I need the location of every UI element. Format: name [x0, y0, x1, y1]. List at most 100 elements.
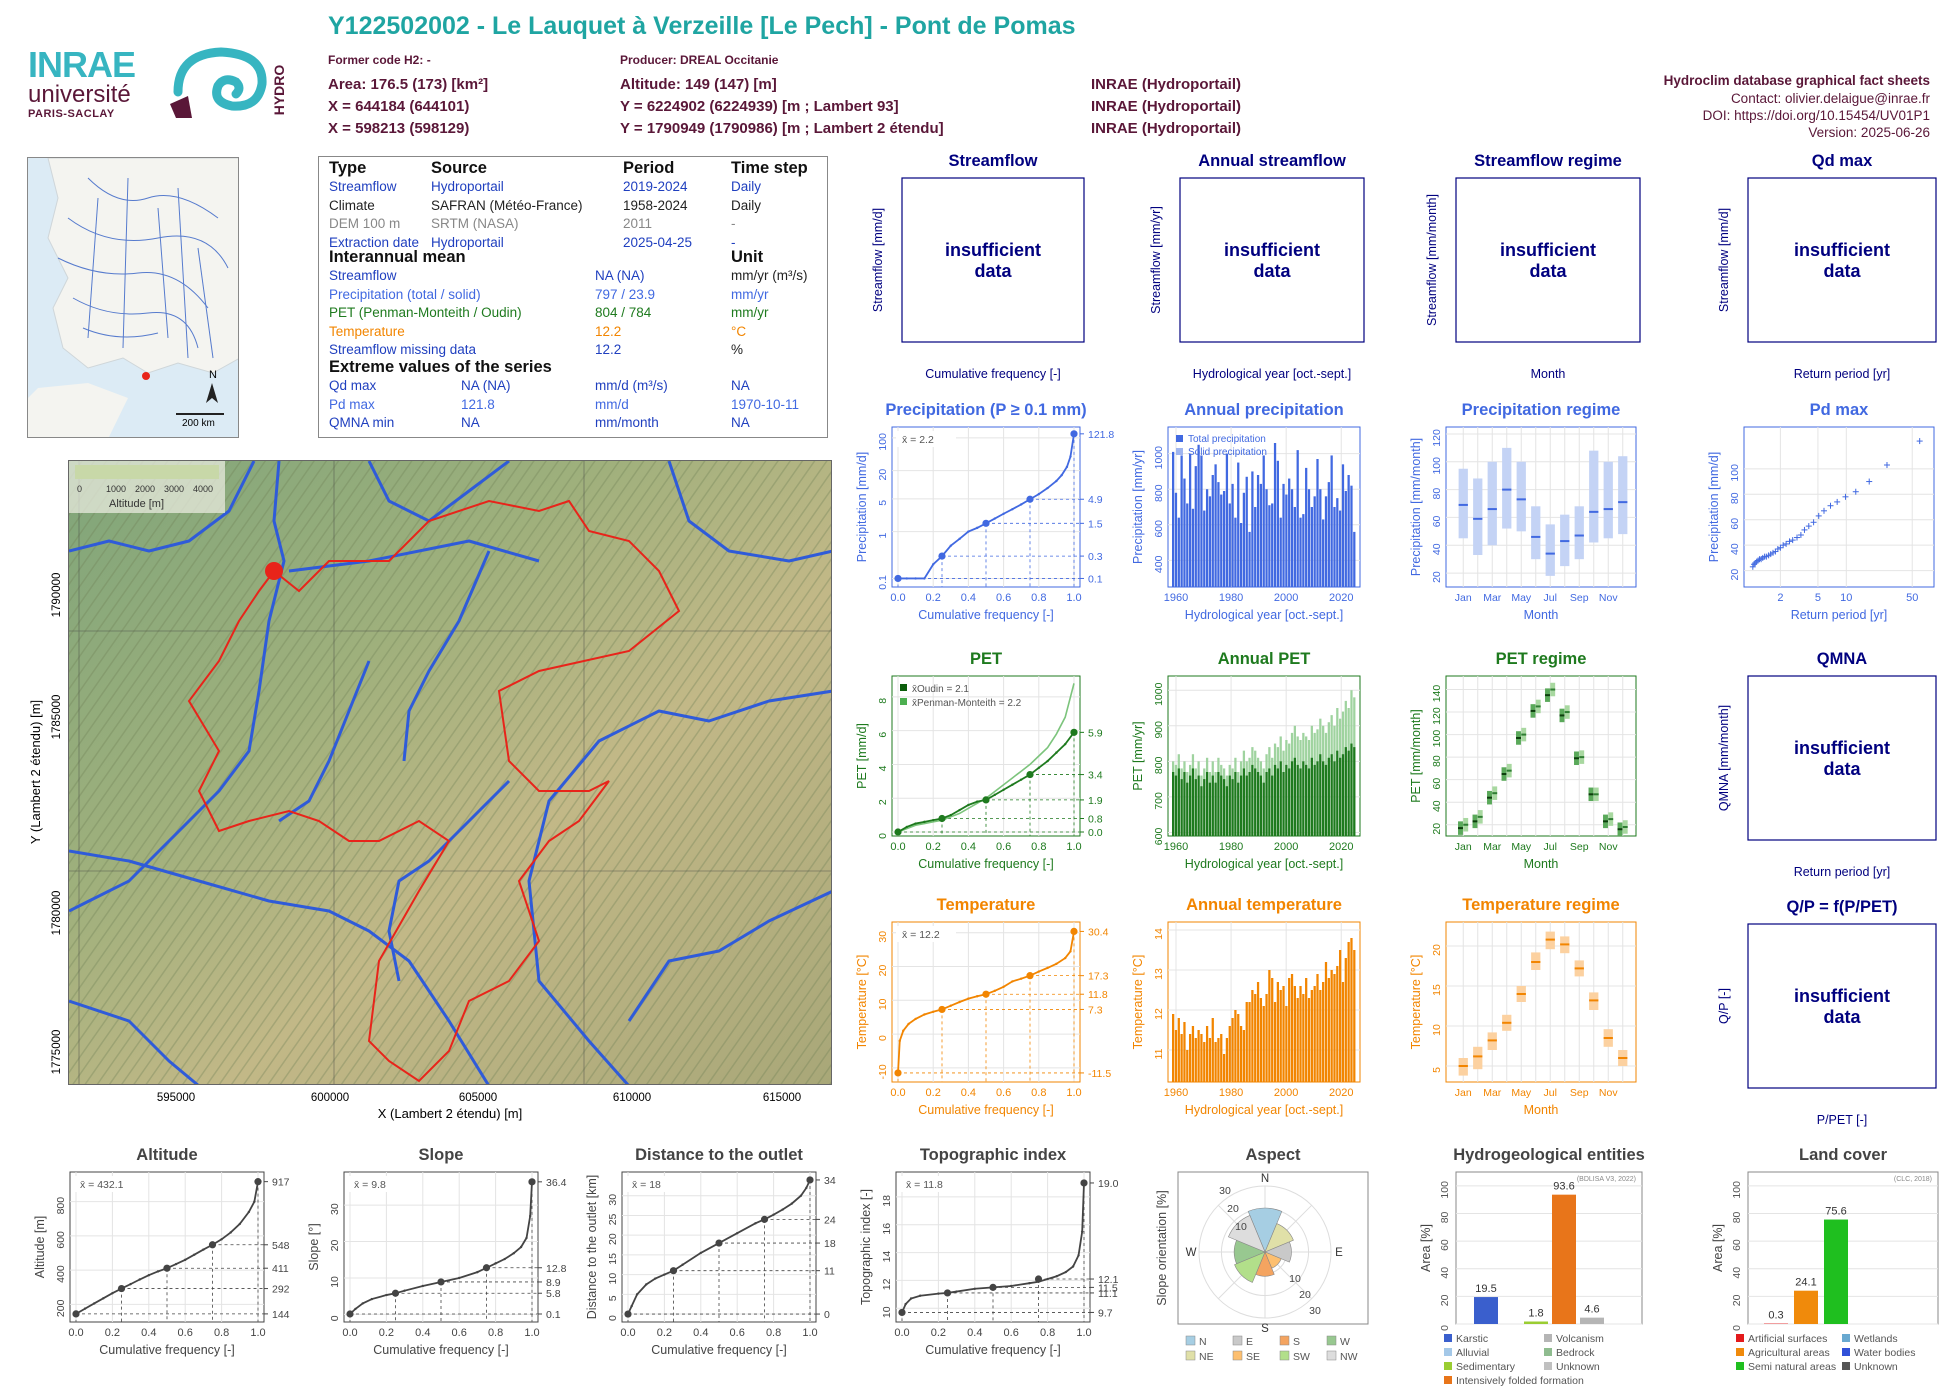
bar [1234, 517, 1237, 587]
info-row-source: SRTM (NASA) [431, 216, 519, 231]
info-row-timestep: Daily [731, 179, 762, 194]
chart-xlabel: Month [1531, 367, 1566, 381]
x-tick-label: 1.0 [1066, 1087, 1081, 1099]
cdf-point [805, 1186, 808, 1190]
quantile-marker [938, 552, 946, 560]
y-tick-label: 8 [877, 698, 889, 704]
hydro-logo: HYDRO [166, 44, 292, 122]
x-tick-label: 1960 [1164, 1087, 1188, 1099]
bar [1353, 747, 1356, 836]
quantile-marker [208, 1241, 217, 1249]
y-tick-label: 10 [877, 998, 889, 1010]
cdf-point [354, 1307, 357, 1311]
x-tick-label: Sep [1570, 592, 1589, 604]
y-lambert93: Y = 6224902 (6224939) [m ; Lambert 93] [620, 98, 899, 115]
x-tick-label: Jul [1544, 841, 1557, 853]
cdf-line [897, 931, 1075, 1073]
cdf-point [967, 803, 970, 807]
quantile-marker [1026, 495, 1034, 503]
right-tick-label: 121.8 [1088, 429, 1114, 441]
y-tick-label: 10 [607, 1273, 619, 1285]
info-source-header: Source [431, 159, 487, 177]
mean-row-unit: mm/yr (m³/s) [731, 268, 808, 283]
cdf-point [1064, 742, 1067, 746]
cdf-point [958, 808, 961, 812]
bar [1203, 1042, 1206, 1082]
x-tick-label: 0.0 [342, 1327, 357, 1339]
y-tick-label: 6 [877, 732, 889, 738]
regime-range-box [1516, 461, 1526, 532]
bar [1222, 491, 1226, 587]
bar [1214, 464, 1217, 587]
category-legend-swatch [1444, 1376, 1452, 1384]
chart-ylabel: Streamflow [mm/month] [1425, 194, 1439, 326]
quantile-marker [624, 1310, 632, 1318]
bar [1256, 982, 1260, 1082]
database-label: Hydroclim database graphical fact sheets [1663, 73, 1930, 88]
bar [1344, 958, 1347, 1082]
bar-value-label: 24.1 [1795, 1277, 1816, 1289]
y-tick-label: 1 [877, 533, 889, 539]
bar [1307, 998, 1311, 1082]
ring-label: 30 [1219, 1185, 1231, 1197]
bar [1197, 1030, 1200, 1082]
scale-bar-label: 200 km [182, 418, 215, 429]
legend-swatch [1176, 435, 1183, 442]
x-tick-label: 0.2 [931, 1327, 946, 1339]
x-tick-label: 2020 [1329, 841, 1353, 853]
aspect-sector [1264, 1223, 1294, 1253]
bar [1293, 757, 1296, 836]
chart-xlabel: Cumulative frequency [-] [99, 1343, 234, 1357]
extreme-row-unit: mm/d (m³/s) [595, 378, 668, 393]
cdf-point [635, 1293, 639, 1296]
bar [1305, 467, 1308, 587]
bar [1177, 517, 1180, 587]
bar [1208, 782, 1212, 836]
cdf-point [1077, 1254, 1080, 1257]
cdf-point [1055, 962, 1058, 966]
cdf-point [494, 1262, 497, 1265]
x-tick-label: Jan [1455, 841, 1472, 853]
bar [1191, 508, 1195, 587]
ring-label: 30 [1309, 1305, 1321, 1317]
bar [1305, 978, 1308, 1082]
bar [1330, 455, 1333, 587]
right-tick-label: 0.0 [1088, 827, 1103, 839]
cdf-point [147, 1274, 150, 1277]
y-tick-label: 0 [607, 1315, 619, 1321]
y-tick-label: 120 [1431, 429, 1443, 447]
cdf-point [519, 1245, 523, 1249]
cdf-point [932, 818, 935, 822]
bar [1265, 489, 1268, 587]
x-tick-label: 0.2 [926, 841, 941, 853]
bar [1177, 1018, 1180, 1082]
bar [1231, 1018, 1234, 1082]
cdf-point [238, 1222, 241, 1226]
aspect-legend-swatch [1326, 1335, 1337, 1346]
bar [1268, 768, 1271, 836]
bar [1347, 942, 1350, 1082]
bar [1290, 974, 1294, 1082]
x-tick-label: 0.2 [379, 1327, 394, 1339]
cdf-point [736, 1231, 739, 1235]
x-tick-label: 1960 [1164, 592, 1188, 604]
y-tick-label: 0 [329, 1315, 341, 1321]
altitude-legend-title: Altitude [m] [109, 498, 164, 510]
mean-row-label: Streamflow missing data [329, 342, 477, 357]
aspect-legend-swatch [1185, 1350, 1196, 1361]
insufficient-data-label: data [1823, 1007, 1861, 1027]
cdf-point [976, 800, 979, 803]
y-tick-label: 40 [1439, 1267, 1451, 1279]
quantile-marker [437, 1278, 445, 1286]
compass-label: W [1186, 1247, 1197, 1259]
chart-ylabel: Temperature [°C] [1131, 955, 1145, 1050]
bar [1194, 779, 1197, 836]
info-row-source: SAFRAN (Météo-France) [431, 197, 583, 213]
chart-ylabel: Temperature [°C] [1409, 955, 1423, 1050]
cdf-point [193, 1253, 196, 1256]
mean-box [900, 1176, 960, 1192]
chart-ylabel: Precipitation [mm/d] [1707, 452, 1721, 562]
bar [1316, 459, 1319, 587]
regime-range-box [1473, 478, 1483, 555]
quantile-marker [938, 814, 946, 823]
